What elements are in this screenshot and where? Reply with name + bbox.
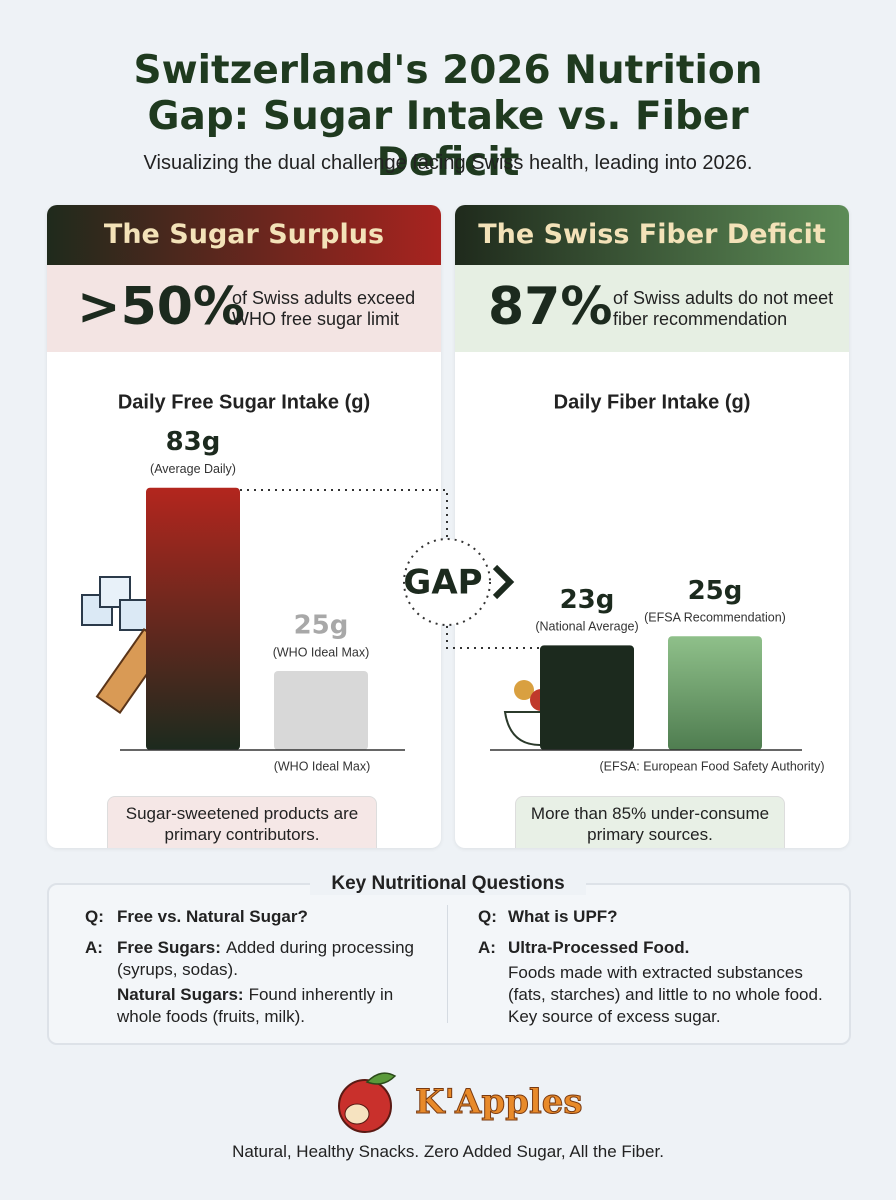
category-label: (National Average)	[535, 620, 638, 634]
bar	[146, 487, 240, 750]
questions-title: Key Nutritional Questions	[310, 873, 586, 895]
question: What is UPF?	[508, 907, 618, 926]
panel-heading: The Sugar Surplus	[47, 205, 441, 265]
category-label: (WHO Ideal Max)	[273, 645, 370, 659]
term: Ultra-Processed Food.	[508, 938, 690, 957]
category-label: (Average Daily)	[150, 462, 236, 476]
a-marker: A:	[85, 938, 103, 957]
axis-note: (WHO Ideal Max)	[274, 759, 371, 773]
value-label: 23g	[560, 585, 615, 615]
stat-text: of Swiss adults exceed WHO free sugar li…	[232, 288, 416, 329]
a-marker: A:	[478, 938, 496, 957]
answer-text: Added during processing (syrups, sodas).	[117, 938, 415, 979]
answer: Foods made with extracted substances (fa…	[508, 962, 838, 1028]
value-label: 25g	[294, 611, 349, 641]
question: Free vs. Natural Sugar?	[117, 907, 308, 926]
answer: Ultra-Processed Food.	[508, 937, 694, 959]
stat: 87%	[488, 277, 613, 337]
q-marker: Q:	[478, 907, 497, 926]
stat: >50%	[77, 277, 246, 337]
note: More than 85% under-consume primary sour…	[515, 796, 785, 848]
gap-arrow	[492, 564, 515, 600]
axis-note: (EFSA: European Food Safety Authority)	[599, 759, 824, 773]
stat-text: of Swiss adults do not meet fiber recomm…	[613, 288, 834, 329]
divider	[447, 905, 448, 1023]
value-label: 25g	[688, 576, 743, 606]
category-label: (EFSA Recommendation)	[644, 611, 786, 625]
bar	[668, 636, 762, 750]
answer-text: Found inherently in whole foods (fruits,…	[117, 985, 394, 1026]
logo	[338, 1072, 397, 1133]
questions-box	[47, 883, 851, 1045]
answer: Natural Sugars: Found inherently in whole…	[117, 984, 417, 1028]
value-label: 83g	[166, 427, 221, 457]
charts: GAP Daily Free Sugar Intake (g) 83g (Avera…	[81, 391, 825, 773]
subtitle: Visualizing the dual challenge facing Sw…	[143, 152, 753, 174]
title: Switzerland's 2026 Nutrition Gap: Sugar …	[133, 48, 763, 185]
answer-text: Foods made with extracted substances (fa…	[508, 963, 823, 1026]
gap-circle	[403, 538, 491, 626]
term: Free Sugars:	[117, 938, 221, 957]
stat-band: 87% of Swiss adults do not meet fiber re…	[455, 265, 849, 352]
tagline: Natural, Healthy Snacks. Zero Added Suga…	[232, 1142, 664, 1161]
term: Natural Sugars:	[117, 985, 244, 1004]
bar	[274, 671, 368, 750]
chart-title: Daily Fiber Intake (g)	[554, 391, 751, 413]
brand: K'Apples	[415, 1082, 584, 1123]
panel-heading: The Swiss Fiber Deficit	[455, 205, 849, 265]
gap-label: GAP	[403, 563, 482, 603]
sugar-panel: The Sugar Surplus >50% of Swiss adults e…	[47, 205, 441, 848]
q-marker: Q:	[85, 907, 104, 926]
note: Sugar-sweetened products are primary con…	[107, 796, 377, 848]
chart-title: Daily Free Sugar Intake (g)	[118, 391, 370, 413]
stat-band: >50% of Swiss adults exceed WHO free sug…	[47, 265, 441, 352]
answer: Free Sugars: Added during processing (syr…	[117, 937, 427, 981]
bar	[540, 645, 634, 750]
